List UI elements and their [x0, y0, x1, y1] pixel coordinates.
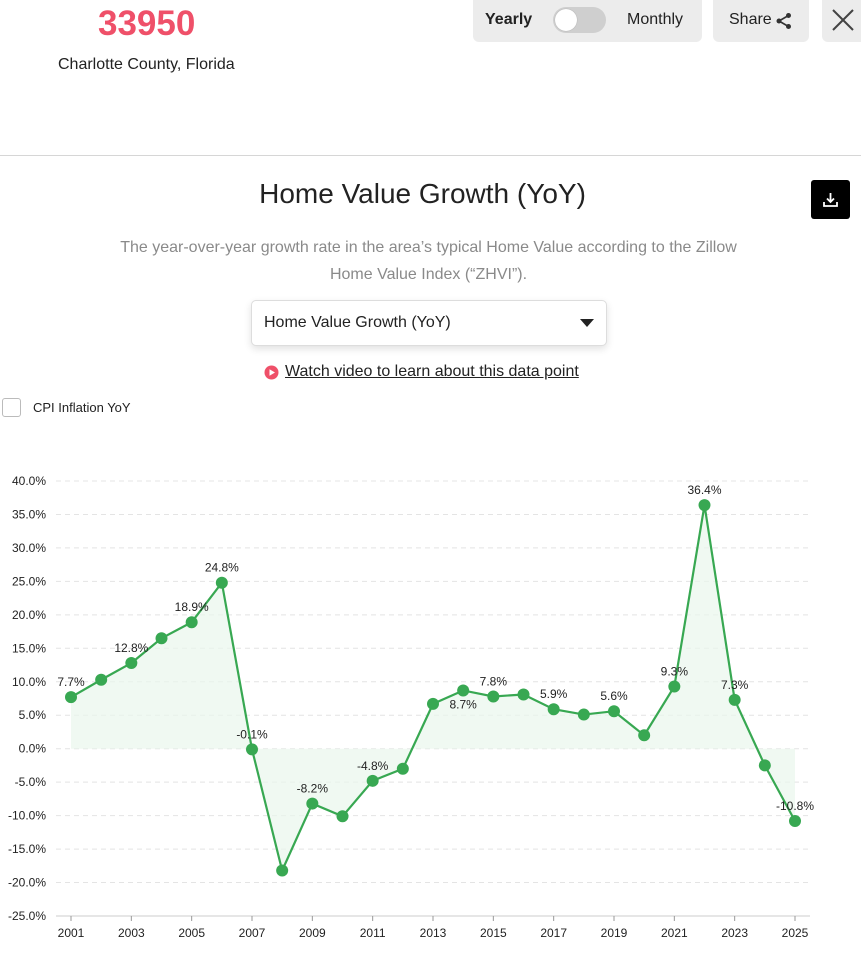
video-link[interactable]: Watch video to learn about this data poi… — [264, 363, 579, 381]
series-area — [71, 505, 795, 871]
switch-knob — [555, 9, 577, 31]
data-point-2021 — [668, 680, 681, 693]
section-divider — [0, 155, 861, 156]
data-point-2009 — [306, 797, 319, 810]
y-tick-label: -20.0% — [8, 876, 46, 890]
y-tick-label: 15.0% — [12, 641, 46, 655]
period-switch[interactable] — [553, 7, 606, 33]
chart-description: The year-over-year growth rate in the ar… — [120, 239, 737, 283]
period-toggle: Yearly Monthly — [473, 0, 702, 42]
data-point-2018 — [577, 708, 590, 721]
data-point-2015 — [487, 690, 500, 703]
y-tick-label: 5.0% — [19, 708, 47, 722]
y-tick-label: 0.0% — [19, 742, 47, 756]
data-point-2017 — [547, 703, 560, 716]
x-tick-label: 2017 — [540, 926, 567, 940]
x-tick-label: 2001 — [58, 926, 85, 940]
data-point-2022 — [698, 499, 711, 512]
close-icon — [832, 9, 854, 31]
data-point-2004 — [155, 632, 168, 645]
x-tick-label: 2009 — [299, 926, 326, 940]
data-point-2006 — [215, 576, 228, 589]
metric-dropdown[interactable]: Home Value Growth (YoY) — [251, 300, 607, 346]
toggle-monthly-label[interactable]: Monthly — [627, 11, 684, 28]
y-tick-label: -5.0% — [15, 775, 47, 789]
download-icon — [823, 193, 838, 207]
data-point-2013 — [427, 697, 439, 710]
data-point-2001 — [65, 691, 77, 704]
dropdown-value: Home Value Growth (YoY) — [264, 314, 451, 331]
y-tick-label: -15.0% — [8, 842, 46, 856]
data-label-2023: 7.3% — [721, 678, 749, 692]
data-label-2006: 24.8% — [205, 561, 239, 575]
caret-down-icon — [580, 319, 594, 327]
data-point-2014 — [457, 684, 470, 697]
data-point-2025 — [789, 814, 801, 827]
cpi-checkbox-label: CPI Inflation YoY — [33, 400, 131, 415]
data-label-2022: 36.4% — [687, 483, 721, 497]
x-tick-label: 2015 — [480, 926, 507, 940]
x-tick-label: 2025 — [782, 926, 809, 940]
share-label: Share — [729, 11, 772, 28]
x-tick-label: 2011 — [360, 926, 386, 940]
data-point-2008 — [276, 864, 289, 877]
data-point-2012 — [396, 762, 409, 775]
data-label-2019: 5.6% — [600, 689, 628, 703]
data-point-2003 — [125, 657, 138, 670]
data-label-2001: 7.7% — [57, 675, 85, 689]
data-point-2005 — [185, 616, 198, 629]
data-point-2020 — [638, 729, 651, 742]
video-link-label: Watch video to learn about this data poi… — [285, 363, 579, 380]
cpi-checkbox[interactable] — [2, 398, 21, 417]
data-label-2011: -4.8% — [357, 759, 389, 773]
data-label-2015: 7.8% — [480, 674, 508, 688]
data-point-2019 — [608, 705, 620, 718]
data-point-2010 — [336, 810, 349, 823]
y-tick-label: -25.0% — [8, 909, 46, 923]
download-button[interactable] — [811, 180, 850, 219]
data-point-2011 — [366, 774, 379, 787]
y-tick-label: 20.0% — [12, 608, 46, 622]
data-label-2021: 9.3% — [661, 664, 689, 678]
data-label-2007: -0.1% — [236, 727, 268, 741]
zip-code-title: 33950 — [98, 4, 196, 43]
y-tick-label: 40.0% — [12, 474, 46, 488]
county-subtitle: Charlotte County, Florida — [58, 56, 235, 73]
y-tick-label: -10.0% — [8, 809, 46, 823]
x-tick-label: 2023 — [721, 926, 748, 940]
data-label-2025: -10.8% — [776, 799, 814, 813]
close-button[interactable] — [822, 0, 861, 42]
play-icon — [264, 365, 279, 379]
data-point-2023 — [728, 693, 741, 706]
data-point-2002 — [95, 673, 108, 686]
data-point-2016 — [517, 688, 530, 701]
data-label-2009: -8.2% — [297, 782, 329, 796]
y-tick-label: 35.0% — [12, 507, 46, 521]
data-point-2024 — [758, 759, 771, 772]
x-tick-label: 2021 — [661, 926, 688, 940]
data-label-2014: 8.7% — [449, 697, 477, 711]
data-point-2007 — [246, 743, 258, 756]
x-tick-label: 2007 — [239, 926, 266, 940]
toggle-yearly-label[interactable]: Yearly — [485, 11, 533, 28]
data-label-2003: 12.8% — [114, 641, 148, 655]
growth-chart: 40.0% 35.0% 30.0% 25.0% 20.0% 15.0% 10.0% 5.0% 0… — [8, 474, 814, 940]
x-tick-label: 2013 — [420, 926, 447, 940]
share-button[interactable]: Share — [713, 0, 809, 42]
data-label-2005: 18.9% — [175, 600, 209, 614]
y-tick-label: 30.0% — [12, 541, 46, 555]
y-tick-label: 10.0% — [12, 675, 46, 689]
data-label-2017: 5.9% — [540, 687, 568, 701]
chart-title: Home Value Growth (YoY) — [259, 178, 586, 209]
x-tick-label: 2005 — [178, 926, 205, 940]
x-tick-label: 2019 — [601, 926, 628, 940]
share-icon — [776, 13, 791, 29]
x-tick-label: 2003 — [118, 926, 145, 940]
y-tick-label: 25.0% — [12, 574, 46, 588]
